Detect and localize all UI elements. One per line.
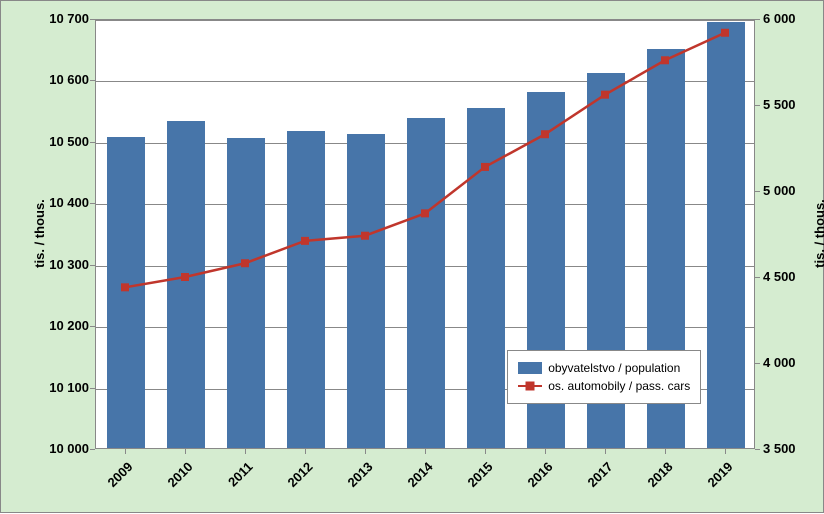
y-axis-right-label: tis. / thous. bbox=[812, 199, 824, 268]
legend-swatch-line bbox=[518, 380, 542, 392]
bar bbox=[707, 22, 744, 448]
y-left-tick-label: 10 600 bbox=[29, 72, 89, 87]
y-right-tick-label: 5 500 bbox=[763, 97, 813, 112]
y-left-tick-label: 10 000 bbox=[29, 441, 89, 456]
y-right-tick-label: 3 500 bbox=[763, 441, 813, 456]
y-left-tick-label: 10 300 bbox=[29, 257, 89, 272]
y-left-tick-label: 10 100 bbox=[29, 380, 89, 395]
bar bbox=[407, 118, 444, 448]
bar bbox=[467, 108, 504, 448]
legend-label-cars: os. automobily / pass. cars bbox=[548, 379, 690, 393]
y-left-tick-label: 10 700 bbox=[29, 11, 89, 26]
legend-label-population: obyvatelstvo / population bbox=[548, 361, 680, 375]
x-tick-label: 2016 bbox=[517, 459, 556, 498]
chart-container: tis. / thous. tis. / thous. 10 00010 100… bbox=[0, 0, 824, 513]
bar bbox=[227, 138, 264, 448]
bar bbox=[107, 137, 144, 448]
x-tick-label: 2010 bbox=[157, 459, 196, 498]
bar bbox=[167, 121, 204, 448]
x-tick-label: 2017 bbox=[577, 459, 616, 498]
y-right-tick-label: 6 000 bbox=[763, 11, 813, 26]
legend: obyvatelstvo / population os. automobily… bbox=[507, 350, 701, 404]
legend-item-population: obyvatelstvo / population bbox=[518, 359, 690, 377]
y-right-tick-label: 5 000 bbox=[763, 183, 813, 198]
x-tick-label: 2019 bbox=[697, 459, 736, 498]
bar bbox=[287, 131, 324, 448]
y-left-tick-label: 10 400 bbox=[29, 195, 89, 210]
x-tick-label: 2018 bbox=[637, 459, 676, 498]
bar bbox=[347, 134, 384, 449]
x-tick-label: 2015 bbox=[457, 459, 496, 498]
x-tick-label: 2013 bbox=[337, 459, 376, 498]
x-tick-label: 2011 bbox=[217, 459, 256, 498]
y-left-tick-label: 10 500 bbox=[29, 134, 89, 149]
y-right-tick-label: 4 000 bbox=[763, 355, 813, 370]
gridline bbox=[96, 20, 754, 21]
x-tick-label: 2009 bbox=[97, 459, 136, 498]
y-right-tick-label: 4 500 bbox=[763, 269, 813, 284]
x-tick-label: 2014 bbox=[397, 459, 436, 498]
x-tick-label: 2012 bbox=[277, 459, 316, 498]
legend-swatch-bar bbox=[518, 362, 542, 374]
legend-item-cars: os. automobily / pass. cars bbox=[518, 377, 690, 395]
y-left-tick-label: 10 200 bbox=[29, 318, 89, 333]
